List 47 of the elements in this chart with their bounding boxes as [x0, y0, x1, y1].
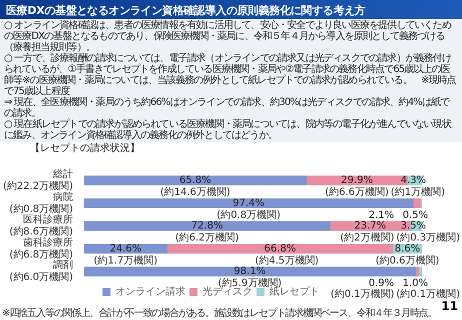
bar — [166, 244, 394, 254]
data-label: 2.1% — [368, 210, 394, 221]
data-label: 98.1% — [234, 266, 266, 278]
annotation: (約1.7万機関) — [94, 254, 158, 266]
data-label: 4.3% — [400, 174, 426, 186]
data-label: 29.9% — [341, 174, 373, 186]
annotation: (約4.5万機関) — [254, 254, 319, 266]
data-label: 3.5% — [400, 220, 426, 232]
y-tick-label: 総計 (約22.2万機関) — [2, 168, 74, 192]
data-label: 0.9% — [368, 278, 394, 290]
text: ⇒ 現在、全医療機関・薬局のうち約66%はオンラインでの請求、約30%は光ディスクでの請求、約4%は紙での請求。 — [4, 97, 450, 119]
data-label: 66.8% — [264, 243, 296, 254]
legend-label: オンライン請求 — [116, 286, 186, 298]
bar — [84, 221, 330, 231]
annotation: (約6.2万機関) — [175, 232, 240, 244]
text: ○ オンライン資格確認は、患者の医療情報を有効に活用して、安心・安全でより良い医療を提供していくための医療DXの基盤となるものであり、保険医療機関・薬局に、令和５年４月から導入を原則として義務づける（療養担当規則等）。 — [4, 20, 452, 53]
data-label: 97.4% — [232, 198, 265, 209]
y-tick-label: 医科診療所 (約8.6万機関) — [9, 214, 74, 238]
annotation: (約2万機関) — [340, 232, 394, 244]
text: 【レセプトの請求状況】 — [30, 143, 141, 154]
annotation: (約0.6万機関) — [376, 254, 440, 266]
annotation: (約0.1万機関) — [396, 288, 460, 300]
text: ※四捨五入等の関係上、合計が不一致の場合がある。施設数はレセプト請求機関ベース、令和４年３月時点。 — [2, 308, 436, 319]
data-label: 8.6% — [394, 243, 420, 254]
annotation: (約0.1万機関) — [330, 288, 394, 300]
data-label: 1.0% — [402, 278, 428, 290]
y-tick-label: 病院 (約0.8万機関) — [9, 190, 74, 215]
y-tick-label: 調剤 (約6.0万機関) — [9, 259, 74, 284]
annotation: (約14.6万機関) — [160, 186, 230, 198]
annotation: (約6.6万機関) — [325, 186, 389, 198]
text: ○ 一方で、診療報酬の請求については、電子請求（オンラインでの請求又は光ディスクでの請求）が義務付けられているが、①手書きでレセプトを作成している医療機関・薬局や②電子請求の義務化時点で65歳以上の医師等※の医療機関・薬局については、当該義務の例外として紙レセプトでの請求が認められている。 ※現時点で75歳以上程度 — [4, 53, 457, 97]
data-label: 0.5% — [402, 210, 428, 221]
chart-title: 医療DXの基盤となるオンライン資格確認導入の原則義務化に関する考え方 — [0, 0, 462, 19]
y-tick-label: 歯科診療所 (約6.8万機関) — [9, 236, 74, 260]
bar — [84, 266, 416, 276]
annotation: (約1万機関) — [390, 186, 446, 198]
data-label: 65.8% — [179, 174, 212, 186]
data-label: 23.7% — [354, 220, 386, 232]
bar — [84, 176, 307, 186]
annotation: (約0.8万機関) — [216, 208, 281, 221]
bar — [84, 198, 414, 208]
text: 11 — [441, 299, 458, 313]
data-label: 24.6% — [110, 243, 142, 254]
annotation: (約0.3万機関) — [396, 232, 460, 244]
data-label: 72.8% — [191, 220, 223, 232]
text: ○ 現在紙レセプトでの請求が認められている医療機関・薬局については、院内等の電子化が進んでいない現状に鑑み、オンライン資格確認導入の義務化の例外としてはどうか。 — [4, 119, 452, 141]
legend-label: 紙レセプト — [270, 286, 320, 298]
